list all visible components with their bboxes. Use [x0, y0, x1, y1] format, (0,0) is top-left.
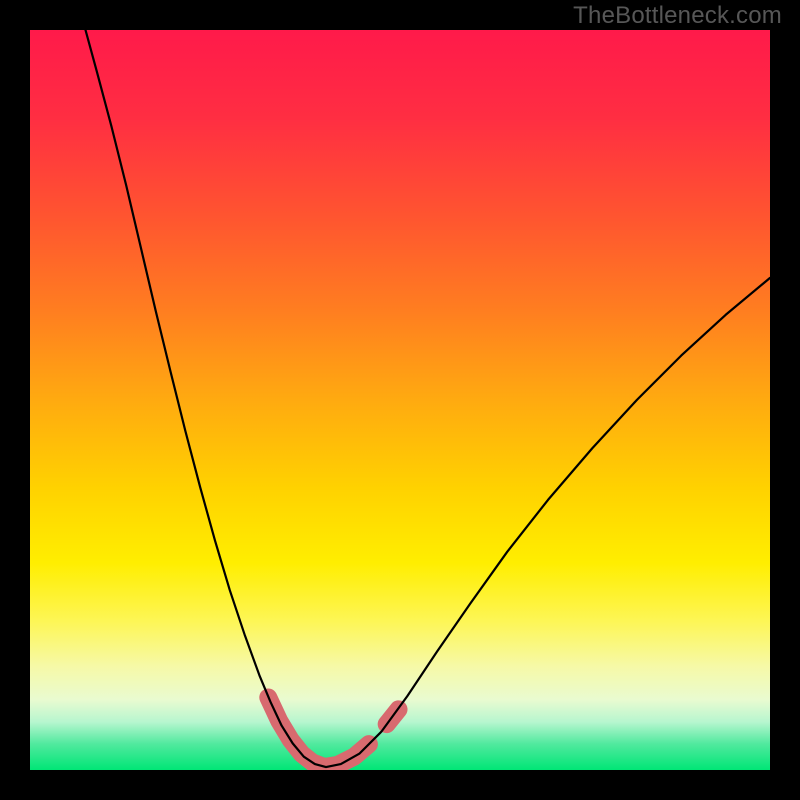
plot-background [30, 30, 770, 770]
watermark-text: TheBottleneck.com [573, 2, 782, 30]
chart-container: TheBottleneck.com [0, 0, 800, 800]
bottleneck-chart-svg [0, 0, 800, 800]
